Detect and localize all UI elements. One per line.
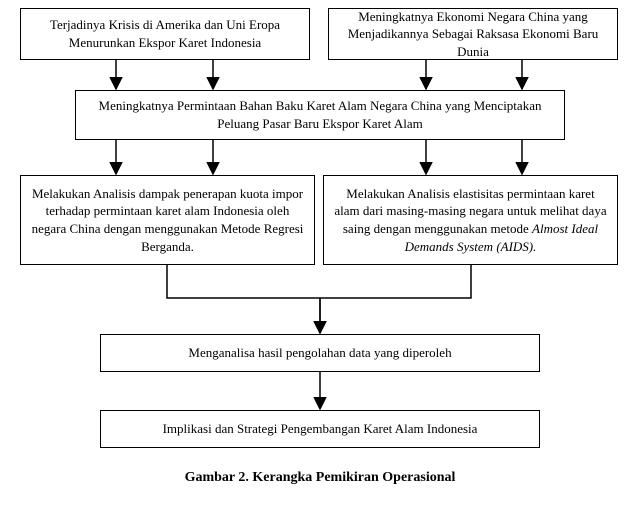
box-mid-right-text: Melakukan Analisis elastisitas permintaa…	[334, 185, 607, 255]
box-analyze-text: Menganalisa hasil pengolahan data yang d…	[188, 344, 451, 362]
box-implication-text: Implikasi dan Strategi Pengembangan Kare…	[163, 420, 478, 438]
box-mid-right: Melakukan Analisis elastisitas permintaa…	[323, 175, 618, 265]
box-analyze: Menganalisa hasil pengolahan data yang d…	[100, 334, 540, 372]
box-mid-top: Meningkatnya Permintaan Bahan Baku Karet…	[75, 90, 565, 140]
box-mid-left-text: Melakukan Analisis dampak penerapan kuot…	[31, 185, 304, 255]
box-top-left: Terjadinya Krisis di Amerika dan Uni Ero…	[20, 8, 310, 60]
box-top-right: Meningkatnya Ekonomi Negara China yang M…	[328, 8, 618, 60]
box-mid-left: Melakukan Analisis dampak penerapan kuot…	[20, 175, 315, 265]
box-mid-top-text: Meningkatnya Permintaan Bahan Baku Karet…	[86, 97, 554, 132]
box-implication: Implikasi dan Strategi Pengembangan Kare…	[100, 410, 540, 448]
box-top-right-text: Meningkatnya Ekonomi Negara China yang M…	[339, 8, 607, 61]
figure-caption: Gambar 2. Kerangka Pemikiran Operasional	[0, 470, 640, 486]
box-top-left-text: Terjadinya Krisis di Amerika dan Uni Ero…	[31, 16, 299, 51]
